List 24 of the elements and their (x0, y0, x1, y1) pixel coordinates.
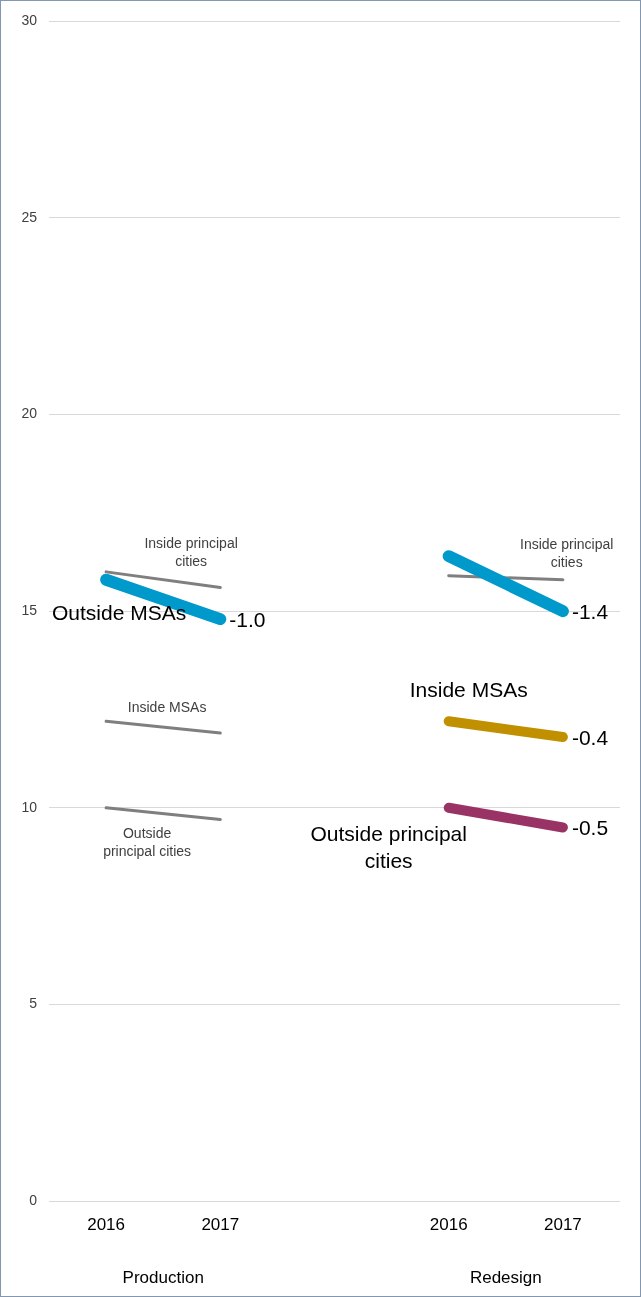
series-label: Outside principal cities (103, 824, 192, 859)
y-tick-label: 5 (29, 995, 38, 1012)
x-tick-label: 2017 (201, 1214, 240, 1234)
annotation: -0.4 (571, 725, 609, 749)
x-tick-label: 2017 (543, 1214, 582, 1234)
y-tick-label: 20 (21, 405, 38, 422)
x-tick-label: 2016 (429, 1214, 468, 1234)
annotation: -0.5 (571, 816, 609, 840)
annotation: -1.4 (571, 600, 609, 623)
series-label: Inside principal cities (520, 535, 614, 570)
y-tick-label: 30 (21, 12, 38, 29)
series-label: Inside MSAs (127, 699, 207, 716)
y-tick-label: 15 (21, 602, 38, 619)
series-label: Inside MSAs (409, 678, 528, 702)
series-label: Outside MSAs (51, 600, 187, 624)
y-tick-label: 25 (21, 208, 38, 225)
text: Production (122, 1267, 204, 1287)
text: Redesign (469, 1267, 542, 1287)
series-label: Outside principal cities (310, 821, 467, 873)
x-tick-label: 2016 (87, 1214, 126, 1234)
annotation: -1.0 (229, 607, 266, 631)
y-tick-label: 10 (21, 798, 38, 815)
series-label: Inside principal cities (144, 534, 238, 569)
y-tick-label: 0 (29, 1191, 38, 1208)
